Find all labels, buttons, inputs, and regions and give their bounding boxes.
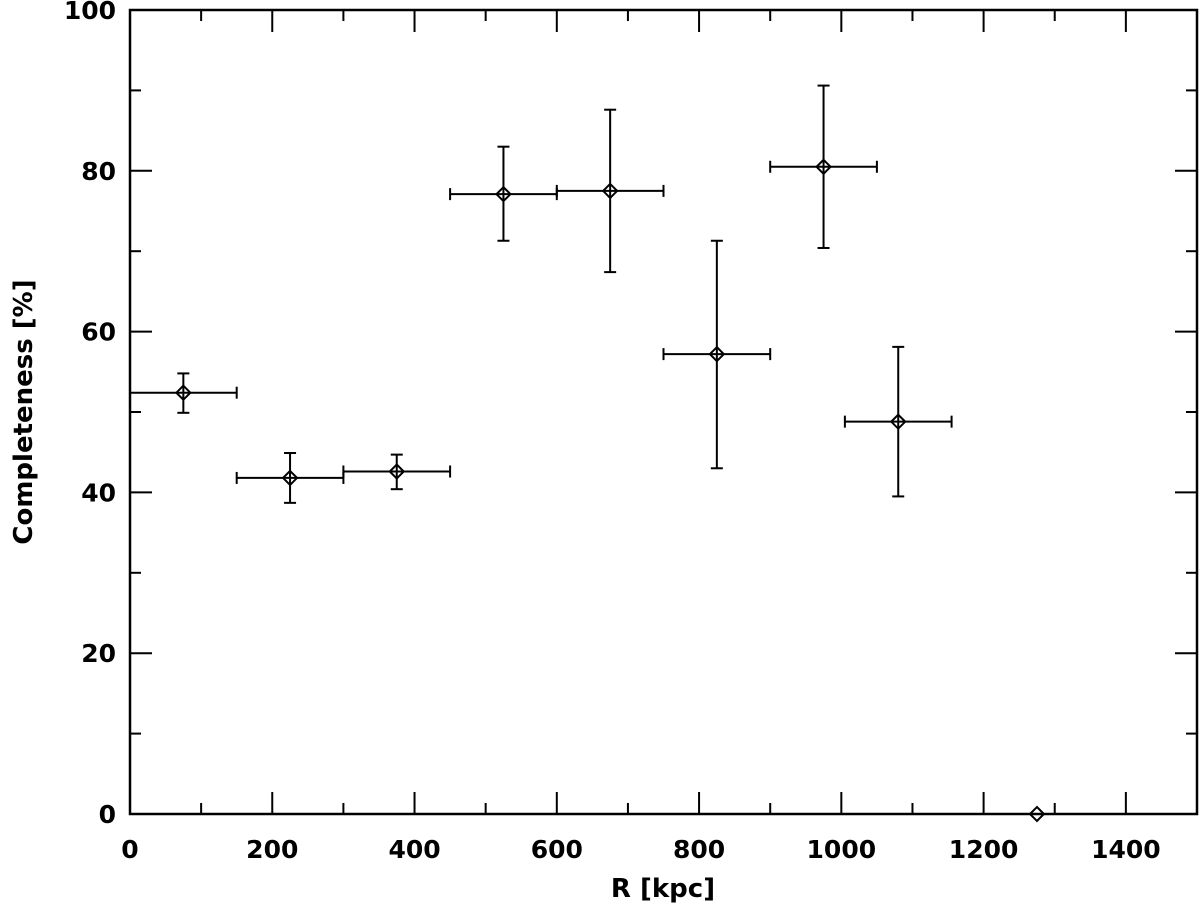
data-point bbox=[235, 452, 345, 504]
diamond-marker bbox=[1028, 805, 1046, 823]
y-axis-title: Completeness [%] bbox=[9, 279, 39, 544]
x-tick-label: 0 bbox=[121, 835, 138, 864]
data-point bbox=[769, 84, 878, 249]
x-tick-label: 400 bbox=[388, 835, 440, 864]
y-tick-label: 80 bbox=[81, 157, 116, 186]
plot-frame bbox=[128, 8, 1199, 816]
x-tick-label: 800 bbox=[673, 835, 725, 864]
diamond-marker bbox=[174, 384, 192, 402]
diamond-marker bbox=[889, 413, 907, 431]
data-point bbox=[449, 145, 558, 242]
data-point bbox=[1028, 805, 1046, 823]
diamond-marker bbox=[388, 463, 406, 480]
y-tick-label: 0 bbox=[99, 800, 116, 829]
y-tick-label: 40 bbox=[81, 478, 116, 507]
data-point bbox=[342, 453, 452, 491]
x-tick-label: 1400 bbox=[1091, 835, 1161, 864]
diamond-marker bbox=[281, 469, 299, 487]
x-tick-label: 200 bbox=[246, 835, 298, 864]
x-tick-label: 1200 bbox=[949, 835, 1019, 864]
data-point bbox=[843, 345, 953, 498]
x-axis-title: R [kpc] bbox=[611, 874, 715, 904]
diamond-marker bbox=[815, 158, 832, 176]
y-tick-label: 60 bbox=[81, 318, 116, 347]
axis-ticks bbox=[129, 9, 1198, 815]
diamond-marker bbox=[495, 185, 512, 203]
y-tick-label: 100 bbox=[64, 0, 116, 25]
data-point bbox=[555, 108, 665, 274]
x-tick-label: 1000 bbox=[807, 835, 877, 864]
x-tick-label: 600 bbox=[531, 835, 583, 864]
tick-labels: 0 200 400 600 800 1000 1200 1400 0 20 40 60 80 100 bbox=[64, 0, 1161, 864]
diamond-marker bbox=[708, 345, 726, 363]
data-points bbox=[129, 84, 1046, 823]
data-point bbox=[129, 372, 238, 414]
diamond-marker bbox=[601, 182, 619, 200]
y-tick-label: 20 bbox=[81, 639, 116, 668]
data-point bbox=[662, 239, 772, 470]
